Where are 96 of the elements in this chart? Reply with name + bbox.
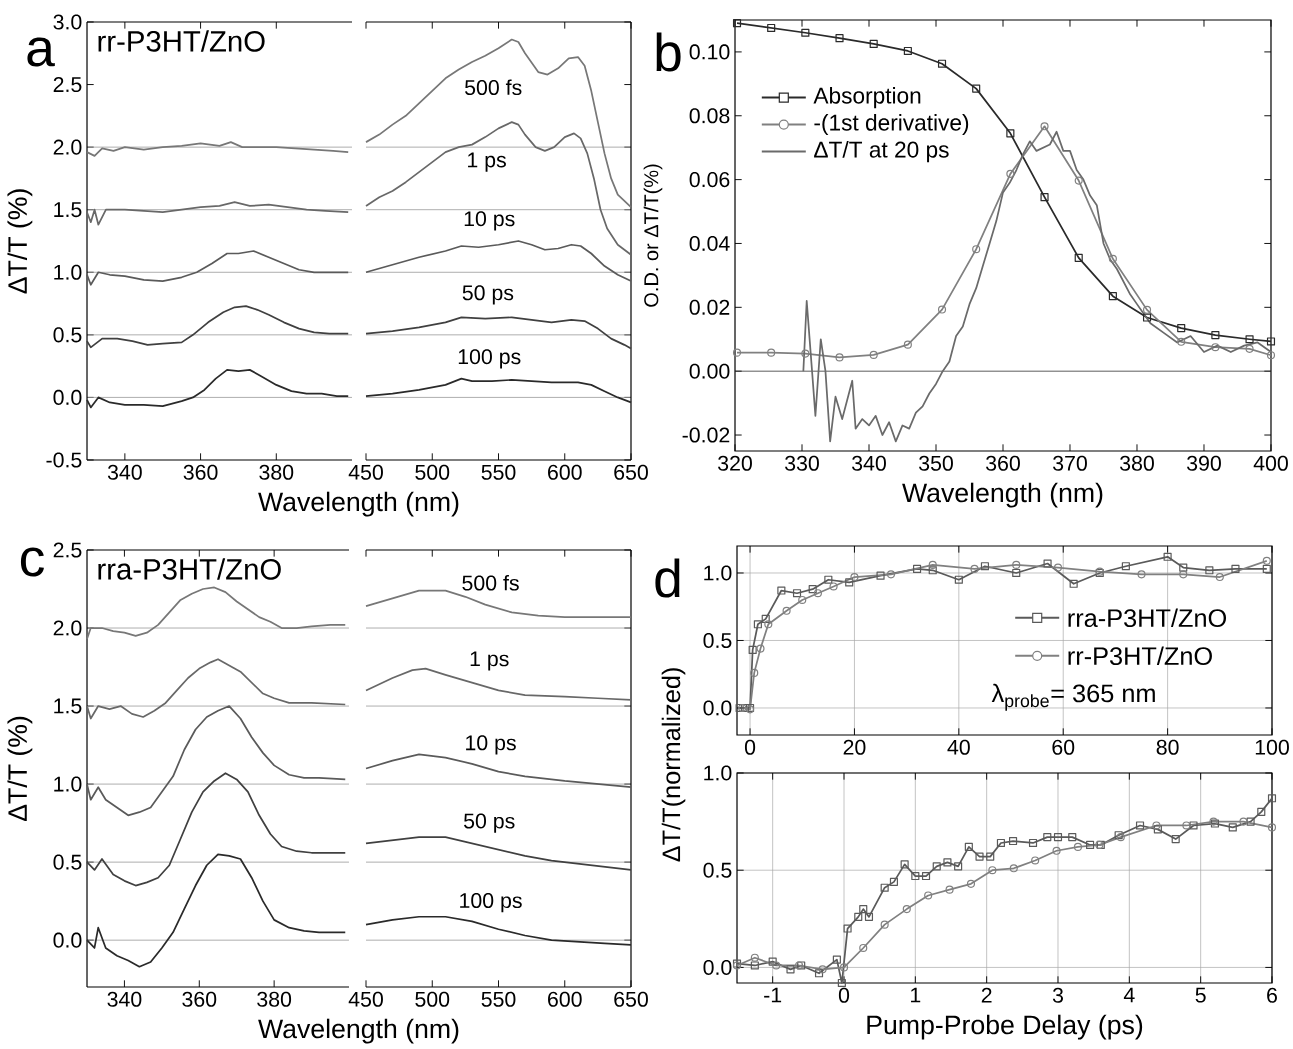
y-tick-label: 0.5 [53, 327, 82, 343]
y-tick-label: 2.0 [53, 620, 82, 636]
annotation: 1 ps [470, 651, 509, 671]
legend-label: Absorption [813, 87, 921, 109]
y-tick-label: 0.02 [689, 299, 730, 315]
x-tick-label: 340 [852, 455, 886, 471]
y-tick-label: 0.00 [689, 363, 730, 379]
x-tick-label: 1 [911, 987, 921, 1003]
x-tick-label: 80 [1156, 739, 1179, 755]
legend-label: -(1st derivative) [814, 114, 969, 136]
y-tick-label: 2.0 [53, 139, 82, 155]
legend-label: rr-P3HT/ZnO [1068, 646, 1212, 666]
legend-label: rra-P3HT/ZnO [1068, 608, 1227, 628]
x-tick-label: 5 [1195, 987, 1206, 1003]
annotation: λ$_{probe}$= 365 nm [991, 683, 1155, 711]
x-tick-label: 550 [481, 464, 516, 480]
annotation: 1 ps [468, 152, 506, 172]
y-tick-label: -0.02 [682, 427, 730, 443]
chart-title: c [20, 547, 44, 577]
x-tick-label: 500 [415, 464, 450, 480]
x-axis-title: Pump-Probe Delay (ps) [867, 1014, 1143, 1040]
x-tick-label: 2 [981, 987, 992, 1003]
chart-title: a [27, 37, 55, 67]
x-tick-label: 500 [415, 991, 450, 1007]
chart-title: b [656, 32, 681, 72]
y-tick-label: 0.08 [689, 108, 730, 124]
y-tick-label: 0.10 [689, 44, 730, 60]
y-tick-label: 0.0 [703, 700, 732, 716]
legend-label: ΔT/T at 20 ps [814, 141, 949, 163]
x-tick-label: 550 [481, 991, 516, 1007]
y-tick-label: 0.04 [689, 235, 730, 252]
x-tick-label: 370 [1053, 455, 1087, 471]
x-tick-label: 320 [718, 455, 752, 471]
x-tick-label: 450 [348, 464, 383, 480]
annotation: 100 ps [458, 349, 521, 369]
x-tick-label: 340 [107, 464, 142, 480]
x-tick-label: 380 [259, 464, 294, 480]
x-tick-label: 4 [1123, 987, 1135, 1003]
y-tick-label: 0.0 [53, 389, 82, 405]
annotation: 500 fs [465, 79, 522, 96]
x-tick-label: 340 [107, 991, 142, 1007]
x-axis-title: Wavelength (nm) [902, 482, 1103, 508]
y-tick-label: 0.0 [53, 932, 82, 948]
x-axis-title: Wavelength (nm) [258, 1018, 459, 1044]
x-tick-label: 360 [182, 991, 217, 1007]
chart-title: d [655, 558, 680, 598]
x-tick-label: 40 [947, 739, 970, 755]
y-tick-label: 2.5 [53, 77, 82, 93]
y-tick-label: 0.5 [703, 632, 732, 649]
x-tick-label: 600 [548, 991, 582, 1007]
x-tick-label: 3 [1052, 987, 1063, 1003]
y-tick-label: 1.0 [54, 776, 82, 792]
annotation: 50 ps [464, 813, 515, 833]
y-axis-title: ΔT/T (%) [7, 189, 33, 294]
x-tick-label: 650 [614, 991, 648, 1007]
x-tick-label: 0 [744, 739, 756, 755]
x-tick-label: 6 [1267, 987, 1277, 1003]
x-tick-label: 330 [785, 455, 819, 471]
x-tick-label: 600 [548, 464, 582, 480]
y-tick-label: 0.06 [689, 172, 730, 188]
annotation: rra-P3HT/ZnO [98, 558, 281, 580]
y-tick-label: 1.0 [704, 565, 732, 581]
x-tick-label: 380 [1120, 455, 1154, 471]
x-axis-title: Wavelength (nm) [258, 491, 459, 517]
y-tick-label: 1.0 [704, 765, 732, 781]
x-tick-label: 20 [843, 739, 866, 755]
y-tick-label: 3.0 [53, 14, 82, 30]
annotation: rr-P3HT/ZnO [98, 30, 265, 52]
y-axis-title: O.D. or ΔT/T(%) [643, 164, 663, 307]
x-tick-label: 100 [1255, 739, 1289, 755]
y-tick-label: -0.5 [46, 452, 82, 468]
y-tick-label: 0.0 [703, 959, 732, 975]
x-tick-label: 360 [986, 455, 1020, 471]
y-tick-label: 0.5 [53, 854, 82, 870]
x-tick-label: -1 [764, 987, 782, 1003]
annotation: 10 ps [466, 735, 516, 755]
annotation: 100 ps [460, 892, 522, 913]
x-tick-label: 650 [614, 464, 648, 480]
y-tick-label: 1.5 [54, 202, 82, 218]
x-tick-label: 380 [257, 991, 292, 1007]
x-tick-label: 350 [919, 455, 953, 471]
annotation: 500 fs [462, 574, 519, 591]
x-tick-label: 0 [838, 987, 850, 1003]
y-tick-label: 1.5 [54, 698, 82, 714]
x-tick-label: 60 [1052, 739, 1075, 755]
y-axis-title: ΔT/T(normalized) [661, 668, 686, 862]
y-tick-label: 0.5 [703, 862, 732, 878]
x-tick-label: 390 [1187, 455, 1221, 471]
x-tick-label: 360 [183, 464, 218, 480]
y-axis-title: ΔT/T (%) [7, 716, 33, 822]
y-tick-label: 1.0 [54, 264, 82, 280]
annotation: 50 ps [462, 285, 514, 305]
annotation: 10 ps [464, 211, 515, 231]
y-tick-label: 2.5 [53, 542, 82, 558]
x-tick-label: 400 [1253, 455, 1288, 471]
x-tick-label: 450 [348, 991, 383, 1007]
